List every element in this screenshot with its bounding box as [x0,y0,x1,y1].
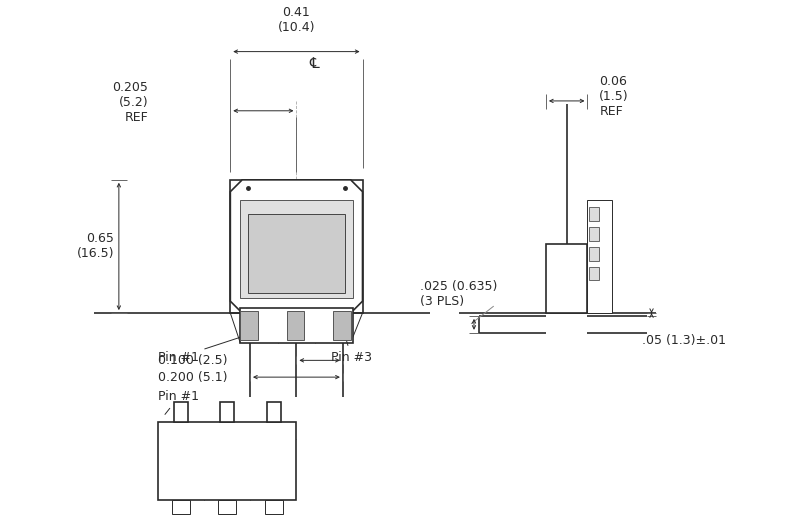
Bar [174,402,188,421]
Bar [158,421,297,501]
Text: 0.205
(5.2)
REF: 0.205 (5.2) REF [113,81,149,124]
Bar [265,501,282,514]
Bar [172,501,190,514]
Bar [267,402,281,421]
Text: 0.41
(10.4): 0.41 (10.4) [278,6,315,34]
Text: 0.65
(16.5): 0.65 (16.5) [77,232,114,260]
Text: 0.200 (5.1): 0.200 (5.1) [158,371,228,384]
Polygon shape [230,180,362,313]
Bar [248,214,345,293]
Text: Pin #1: Pin #1 [158,336,246,364]
Text: Pin #1: Pin #1 [158,390,199,414]
Bar [333,311,350,339]
Bar [240,311,258,339]
Bar [221,402,234,421]
Bar [590,267,599,280]
Text: .05 (1.3)±.01: .05 (1.3)±.01 [642,334,726,347]
Bar [240,200,353,298]
Text: 0.06
(1.5)
REF: 0.06 (1.5) REF [599,76,629,119]
Bar [230,180,362,313]
Bar [240,308,353,343]
Text: Pin #3: Pin #3 [331,337,372,364]
Bar [218,501,236,514]
Bar [590,247,599,261]
Text: .025 (0.635)
(3 PLS): .025 (0.635) (3 PLS) [420,280,497,308]
Text: ℄: ℄ [310,56,319,71]
Bar [587,200,612,313]
Text: 0.100 (2.5): 0.100 (2.5) [158,354,228,367]
Bar [590,207,599,221]
Bar [286,311,304,339]
Bar [546,244,587,313]
Bar [590,227,599,241]
